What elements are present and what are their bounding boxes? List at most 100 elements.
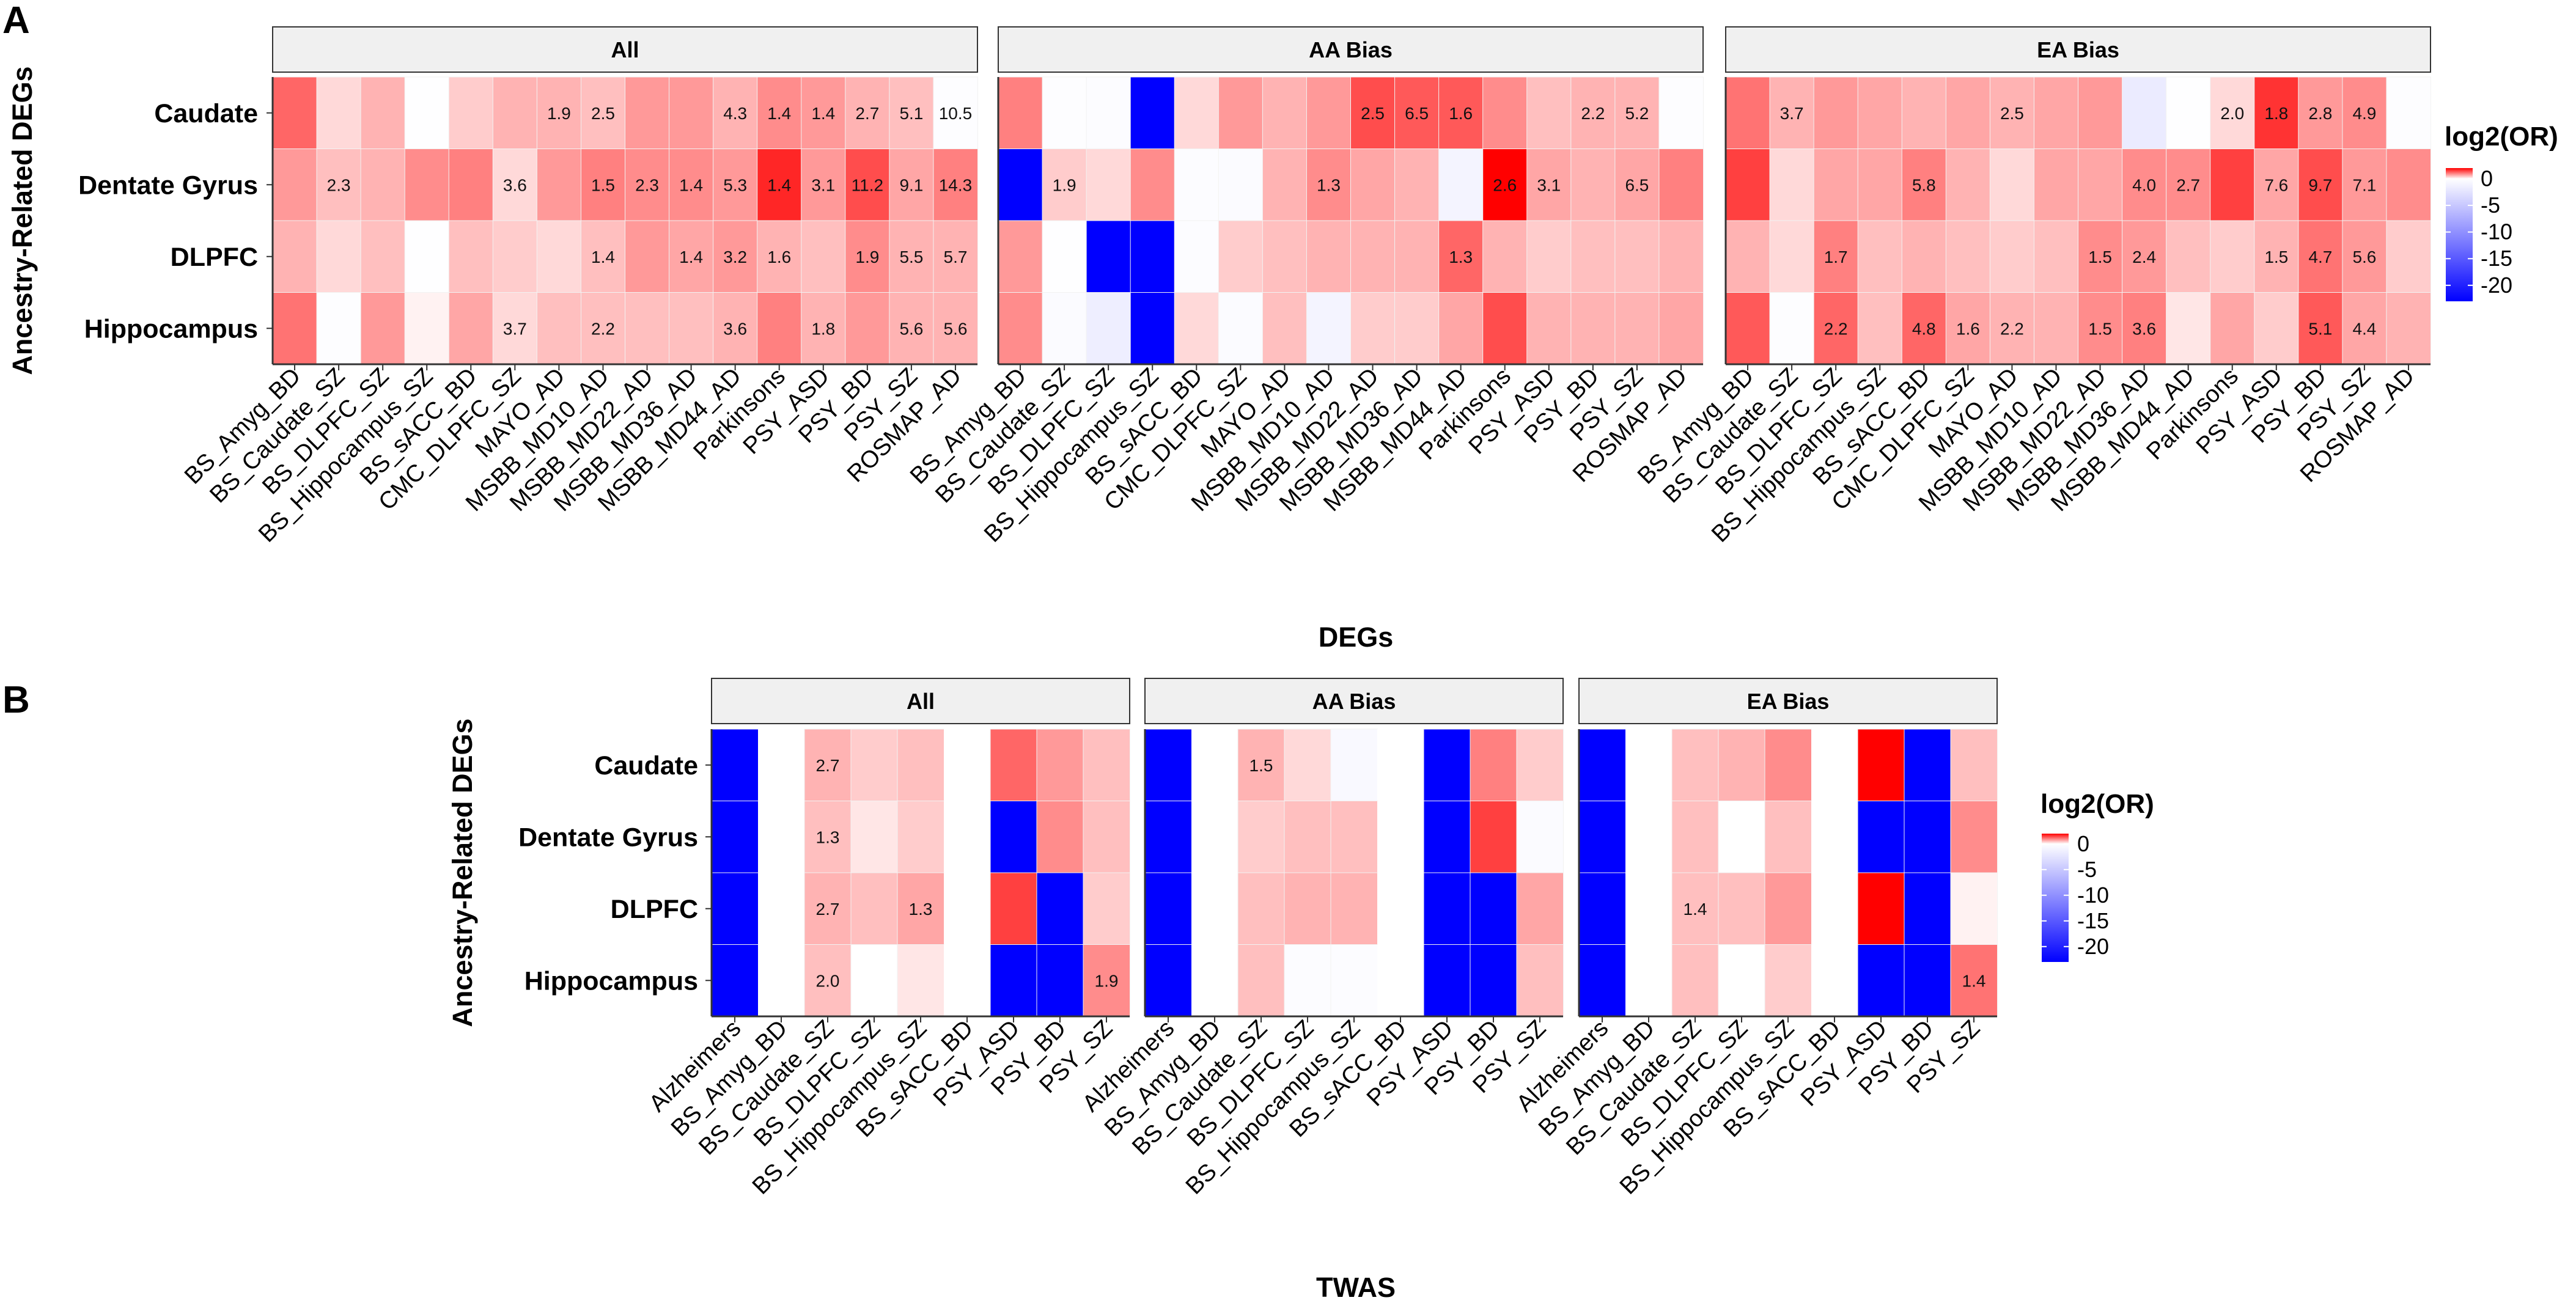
heatmap-cell [1377,944,1424,1017]
x-axis-title: TWAS [1316,1272,1396,1303]
heatmap-cell [2386,220,2431,293]
heatmap-cell [1570,149,1616,221]
cell-value-label: 4.9 [2352,104,2376,123]
heatmap-cell [536,292,582,365]
heatmap-cell [1470,801,1517,873]
heatmap-cell [448,292,494,365]
heatmap-cell [2033,149,2079,221]
heatmap-cell [1989,292,2035,365]
heatmap-cell [1725,149,1771,221]
heatmap-cell [625,292,670,365]
cell-value-label: 2.7 [816,756,840,775]
heatmap-cell [897,944,944,1017]
heatmap-cell [850,801,898,873]
heatmap-cell [2033,220,2079,293]
heatmap-cell [944,944,991,1017]
heatmap-cell [1901,292,1947,365]
heatmap-cell [1083,801,1130,873]
heatmap-cell [272,76,318,150]
heatmap-cell [316,149,362,221]
heatmap-cell [1625,801,1673,873]
cell-value-label: 1.3 [1317,175,1341,194]
heatmap-cell [1086,76,1132,150]
heatmap-cell [757,149,802,221]
facet-title: AA Bias [1312,689,1396,714]
facet-title: EA Bias [1747,689,1830,714]
panel-a-heatmap: A All 1.9 2.5 4.3 1.4 1.4 2.7 5.1 10.5 2.3 3.6 1.5 2… [2,0,2558,653]
heatmap-cell [1570,76,1616,150]
cell-value-label: 1.7 [1824,248,1848,266]
heatmap-cell [1423,801,1471,873]
heatmap-cell [1989,220,2035,293]
legend-tick-label: -5 [2077,857,2097,882]
heatmap-cell [801,149,846,221]
y-tick-label: DLPFC [171,243,258,272]
heatmap-cell [990,729,1037,802]
heatmap-cell [1578,944,1626,1017]
heatmap-cell [1671,801,1719,873]
cell-value-label: 5.6 [899,319,923,338]
heatmap-cell [1614,292,1660,365]
cell-value-label: 1.6 [767,248,791,266]
heatmap-cell [1578,729,1626,802]
heatmap-cell [360,220,406,293]
heatmap-cell [1144,801,1192,873]
heatmap-cell [536,220,582,293]
heatmap-cell [1570,292,1616,365]
heatmap-cell [2033,292,2079,365]
heatmap-cell [1950,801,1998,873]
legend-colorbar [2446,168,2473,301]
heatmap-cell [1764,872,1812,945]
heatmap-cell [448,76,494,150]
heatmap-cell [889,76,934,150]
cell-value-label: 2.5 [1361,104,1385,123]
heatmap-cell [1036,944,1084,1017]
heatmap-cell [492,220,538,293]
heatmap-cell [360,292,406,365]
y-tick-label: Caudate [594,751,698,780]
heatmap-cell [2122,76,2167,150]
heatmap-cell [1218,292,1264,365]
cell-value-label: 5.8 [1912,175,1936,194]
cell-value-label: 5.6 [2352,248,2376,266]
heatmap-cell [1191,944,1238,1017]
heatmap-cell [669,220,714,293]
heatmap-cell [1191,801,1238,873]
y-tick-label: Dentate Gyrus [518,823,698,852]
heatmap-cell [1191,873,1238,945]
heatmap-cell [580,149,626,221]
heatmap-cell [897,801,944,873]
cell-value-label: 3.6 [723,319,747,338]
cell-value-label: 1.9 [1095,971,1119,990]
heatmap-cell [1857,149,1903,221]
heatmap-cell [1516,801,1564,873]
heatmap-cell [1130,292,1176,365]
cell-value-label: 3.6 [503,175,527,194]
heatmap-cell [1725,220,1771,293]
heatmap-cell [1377,729,1424,801]
heatmap-cell [360,76,406,150]
cell-value-label: 3.1 [811,175,835,194]
heatmap-cell [272,220,318,293]
facet-strip [998,26,1704,73]
heatmap-cell [1130,149,1176,221]
heatmap-cell [1901,220,1947,293]
heatmap-cell [990,872,1037,945]
legend-tick-label: -10 [2481,219,2512,244]
heatmap-cell [1945,149,1991,221]
heatmap-cell [1284,801,1331,873]
heatmap-cell [2166,220,2211,293]
heatmap-cell [1262,292,1308,365]
heatmap-cell [1614,149,1660,221]
heatmap-cell [1904,944,1951,1017]
heatmap-cell [1144,872,1192,945]
heatmap-cell [1718,729,1765,802]
heatmap-cell [1438,76,1484,150]
heatmap-cell [804,801,852,873]
heatmap-cell [713,220,758,293]
heatmap-cell [1769,292,1815,365]
heatmap-cell [1516,729,1564,802]
heatmap-cell [713,292,758,365]
